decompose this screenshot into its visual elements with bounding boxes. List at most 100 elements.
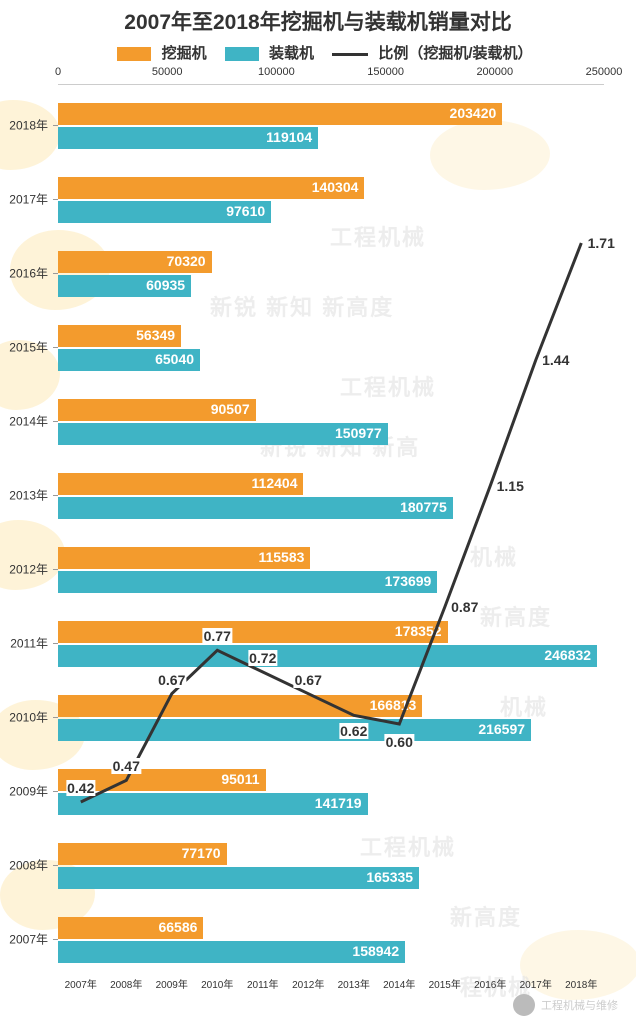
ratio-value-label: 1.44 bbox=[541, 352, 570, 368]
x-axis-bottom-label: 2013年 bbox=[338, 976, 370, 991]
bar-series2-value: 246832 bbox=[544, 647, 591, 663]
legend-swatch-series2 bbox=[225, 47, 259, 61]
bar-series1-value: 140304 bbox=[312, 179, 359, 195]
x-axis-top-tick: 250000 bbox=[586, 66, 623, 78]
bar-series1-value: 90507 bbox=[211, 401, 250, 417]
bar-series2: 150977 bbox=[58, 423, 388, 445]
x-axis-top-tick: 100000 bbox=[258, 66, 295, 78]
bar-series2-value: 150977 bbox=[335, 425, 382, 441]
bar-series2-value: 173699 bbox=[385, 573, 432, 589]
ratio-value-label: 1.15 bbox=[496, 478, 525, 494]
y-axis-year-label: 2015年 bbox=[0, 339, 48, 356]
y-axis-year-label: 2013年 bbox=[0, 487, 48, 504]
legend-label-series3: 比例（挖掘机/装载机） bbox=[378, 45, 532, 62]
bar-series2-value: 119104 bbox=[266, 129, 312, 145]
bar-series2-value: 60935 bbox=[146, 277, 185, 293]
bar-series1: 178352 bbox=[58, 621, 448, 643]
bar-series2: 97610 bbox=[58, 201, 271, 223]
bar-series1: 203420 bbox=[58, 103, 502, 125]
legend-label-series1: 挖掘机 bbox=[162, 45, 207, 62]
bar-series2: 141719 bbox=[58, 793, 368, 815]
bar-series2: 216597 bbox=[58, 719, 531, 741]
bar-series2: 60935 bbox=[58, 275, 191, 297]
legend-swatch-series1 bbox=[117, 47, 151, 61]
x-axis-bottom-label: 2010年 bbox=[201, 976, 233, 991]
bar-series2-value: 97610 bbox=[226, 203, 265, 219]
bar-series1-value: 70320 bbox=[167, 253, 206, 269]
x-axis-top-tick: 200000 bbox=[476, 66, 513, 78]
bar-series1-value: 95011 bbox=[221, 771, 259, 787]
x-axis-bottom-label: 2012年 bbox=[292, 976, 324, 991]
ratio-value-label: 0.77 bbox=[203, 628, 232, 644]
bar-series1-value: 115583 bbox=[258, 549, 304, 565]
bar-series1: 115583 bbox=[58, 547, 310, 569]
x-axis-top: 050000100000150000200000250000 bbox=[58, 66, 604, 80]
footer-attribution: 工程机械与维修 bbox=[513, 994, 618, 1016]
y-axis-year-label: 2008年 bbox=[0, 857, 48, 874]
y-axis-year-label: 2017年 bbox=[0, 191, 48, 208]
bar-series1: 77170 bbox=[58, 843, 227, 865]
chart-title: 2007年至2018年挖掘机与装载机销量对比 bbox=[0, 6, 636, 36]
x-axis-bottom-label: 2009年 bbox=[156, 976, 188, 991]
x-axis-bottom-label: 2017年 bbox=[520, 976, 552, 991]
x-axis-top-tick: 150000 bbox=[367, 66, 404, 78]
plot-area: 2034201191041403049761070320609355634965… bbox=[58, 84, 604, 974]
bar-series2: 173699 bbox=[58, 571, 437, 593]
x-axis-bottom-label: 2007年 bbox=[65, 976, 97, 991]
bar-series1-value: 56349 bbox=[136, 327, 175, 343]
bar-series2-value: 165335 bbox=[366, 869, 413, 885]
bar-series2: 246832 bbox=[58, 645, 597, 667]
x-axis-bottom-label: 2015年 bbox=[429, 976, 461, 991]
bar-series2-value: 216597 bbox=[478, 721, 525, 737]
bar-series2-value: 180775 bbox=[400, 499, 447, 515]
bar-series2: 158942 bbox=[58, 941, 405, 963]
bar-series1-value: 203420 bbox=[450, 105, 497, 121]
ratio-value-label: 0.62 bbox=[339, 723, 368, 739]
ratio-value-label: 0.87 bbox=[450, 599, 479, 615]
footer-text: 工程机械与维修 bbox=[541, 997, 618, 1013]
y-axis-year-label: 2009年 bbox=[0, 783, 48, 800]
legend-label-series2: 装载机 bbox=[269, 45, 314, 62]
x-axis-bottom-label: 2016年 bbox=[474, 976, 506, 991]
ratio-value-label: 0.67 bbox=[157, 672, 186, 688]
y-axis-year-label: 2010年 bbox=[0, 709, 48, 726]
ratio-value-label: 0.47 bbox=[112, 758, 141, 774]
chart-legend: 挖掘机 装载机 比例（挖掘机/装载机） bbox=[0, 42, 636, 63]
bar-series1-value: 112404 bbox=[252, 475, 298, 491]
y-axis-year-label: 2012年 bbox=[0, 561, 48, 578]
ratio-value-label: 0.67 bbox=[294, 672, 323, 688]
bar-series1-value: 66586 bbox=[158, 919, 197, 935]
legend-line-series3 bbox=[332, 53, 368, 56]
y-axis-year-label: 2007年 bbox=[0, 931, 48, 948]
x-axis-top-tick: 0 bbox=[55, 66, 61, 78]
bar-series2-value: 158942 bbox=[352, 943, 399, 959]
y-axis-year-label: 2016年 bbox=[0, 265, 48, 282]
bar-series1-value: 77170 bbox=[182, 845, 221, 861]
x-axis-bottom-label: 2011年 bbox=[247, 976, 279, 991]
ratio-value-label: 0.42 bbox=[66, 780, 95, 796]
bg-blob bbox=[0, 100, 60, 170]
bar-series1: 70320 bbox=[58, 251, 212, 273]
x-axis-bottom-label: 2018年 bbox=[565, 976, 597, 991]
y-axis-year-label: 2014年 bbox=[0, 413, 48, 430]
bar-series2: 180775 bbox=[58, 497, 453, 519]
chart-container: 工程机械新锐 新知 新高度工程机械新锐 新知 新高机械新高度机械工程机械新高度程… bbox=[0, 0, 636, 1030]
bar-series1: 56349 bbox=[58, 325, 181, 347]
x-axis-top-tick: 50000 bbox=[152, 66, 183, 78]
y-axis-year-label: 2011年 bbox=[0, 635, 48, 652]
bg-blob bbox=[0, 520, 65, 590]
bar-series1: 140304 bbox=[58, 177, 364, 199]
ratio-value-label: 0.72 bbox=[248, 650, 277, 666]
y-axis-year-label: 2018年 bbox=[0, 117, 48, 134]
bar-series1: 90507 bbox=[58, 399, 256, 421]
bar-series2: 165335 bbox=[58, 867, 419, 889]
x-axis-bottom-label: 2008年 bbox=[110, 976, 142, 991]
bar-series2: 119104 bbox=[58, 127, 318, 149]
x-axis-bottom-label: 2014年 bbox=[383, 976, 415, 991]
bar-series1-value: 178352 bbox=[395, 623, 442, 639]
ratio-value-label: 1.71 bbox=[587, 235, 616, 251]
bar-series1: 166813 bbox=[58, 695, 422, 717]
bar-series1: 66586 bbox=[58, 917, 203, 939]
bar-series1-value: 166813 bbox=[370, 697, 417, 713]
bar-series1: 112404 bbox=[58, 473, 303, 495]
